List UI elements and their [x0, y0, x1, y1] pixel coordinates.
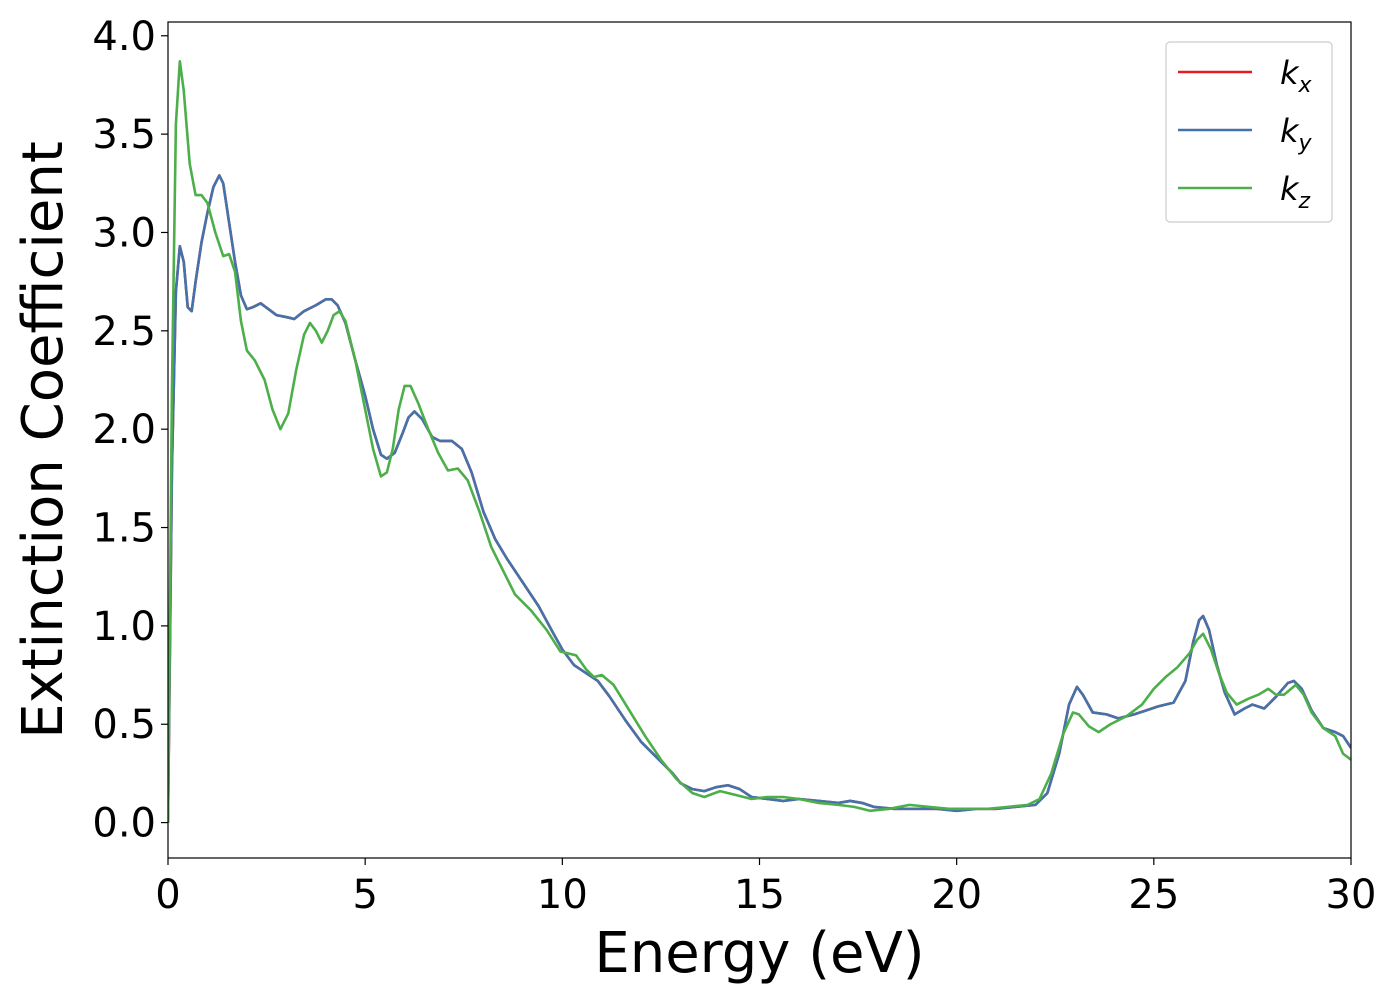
y-tick-label: 3.5: [92, 112, 156, 158]
y-axis: 0.0 0.5 1.0 1.5 2.0 2.5 3.0 3.5 4.0: [92, 14, 168, 847]
x-tick-label: 15: [734, 872, 785, 918]
y-tick-label: 4.0: [92, 14, 156, 60]
y-tick-label: 1.5: [92, 506, 156, 552]
x-tick-label: 20: [931, 872, 982, 918]
legend-label-x: kx: [1280, 54, 1313, 98]
y-tick-label: 2.0: [92, 407, 156, 453]
series-line-y: [168, 174, 1351, 823]
x-axis: 0 5 10 15 20 25 30: [155, 858, 1376, 918]
x-tick-label: 5: [352, 872, 377, 918]
x-tick-label: 0: [155, 872, 180, 918]
y-tick-label: 2.5: [92, 309, 156, 355]
y-tick-label: 1.0: [92, 604, 156, 650]
y-tick-label: 0.5: [92, 702, 156, 748]
legend-box: [1165, 41, 1333, 223]
legend-label-z: kz: [1280, 170, 1311, 214]
x-tick-label: 10: [537, 872, 588, 918]
legend-label-y: ky: [1280, 112, 1313, 156]
y-tick-label: 3.0: [92, 210, 156, 256]
x-tick-label: 30: [1326, 872, 1377, 918]
x-tick-label: 25: [1128, 872, 1179, 918]
series-line-x: [168, 174, 1351, 823]
x-axis-title: Energy (eV): [594, 921, 924, 986]
y-axis-title: Extinction Coefficient: [11, 141, 76, 739]
legend: kx ky kz: [1165, 41, 1333, 223]
series-layer: [168, 60, 1351, 823]
series-line-z: [168, 60, 1351, 823]
y-tick-label: 0.0: [92, 801, 156, 847]
